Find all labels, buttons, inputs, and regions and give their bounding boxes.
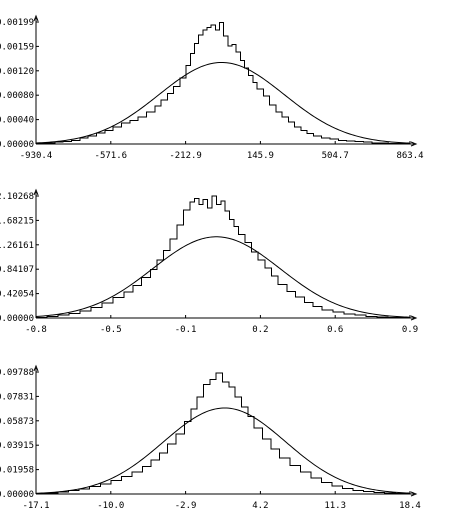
histogram-series	[35, 372, 411, 495]
chart-panel-3: 0.00000 0.01958 0.03915 0.05873 0.07831 0.097…	[0, 364, 421, 511]
y-tick-label: 0.00080	[0, 91, 34, 101]
y-tick-label: 0.84107	[0, 265, 34, 275]
x-tick-label: -930.4	[20, 151, 53, 161]
x-tick-label: -571.6	[95, 151, 128, 161]
x-tick-label: -10.0	[97, 501, 124, 511]
y-tick-label: 0.42054	[0, 290, 34, 300]
normal-curve-series	[35, 236, 411, 318]
chart-panel-1: 0.00000 0.00040 0.00080 0.00120 0.00159 0.001…	[0, 14, 424, 161]
y-tick-label: 0.00040	[0, 116, 34, 126]
y-tick-label: 0.09788	[0, 368, 34, 378]
x-tick-label: -0.1	[175, 325, 197, 335]
x-tick-label: -0.8	[25, 325, 47, 335]
x-tick-label: 0.6	[327, 325, 343, 335]
y-tick-label: 0.03915	[0, 441, 34, 451]
y-axis-arrow-icon	[33, 188, 39, 196]
x-tick-label: -212.9	[169, 151, 202, 161]
x-tick-label: 4.2	[252, 501, 268, 511]
y-tick-label: 0.05873	[0, 417, 34, 427]
y-tick-label: 0.00000	[0, 490, 34, 500]
histogram-series	[35, 195, 411, 318]
x-tick-label: 504.7	[322, 151, 349, 161]
y-tick-label: 0.00199	[0, 18, 34, 28]
x-tick-label: 863.4	[396, 151, 423, 161]
normal-curve-series	[35, 407, 411, 494]
chart-panel-2: 0.00000 0.42054 0.84107 1.26161 1.68215 2.102…	[0, 188, 418, 335]
y-tick-label: 0.00000	[0, 140, 34, 150]
y-axis-arrow-icon	[33, 14, 39, 22]
y-axis-arrow-icon	[33, 364, 39, 372]
y-tick-label: 0.01958	[0, 466, 34, 476]
x-tick-label: 18.4	[399, 501, 421, 511]
x-axis-arrow-icon	[410, 491, 418, 497]
y-tick-label: 0.00159	[0, 42, 34, 52]
y-tick-label: 0.00000	[0, 314, 34, 324]
histogram-series	[35, 22, 411, 144]
x-tick-label: 0.2	[252, 325, 268, 335]
y-tick-label: 1.68215	[0, 216, 34, 226]
x-tick-label: -17.1	[22, 501, 49, 511]
x-tick-label: 11.3	[324, 501, 346, 511]
x-axis-arrow-icon	[410, 315, 418, 321]
y-tick-label: 1.26161	[0, 241, 34, 251]
x-tick-label: 145.9	[247, 151, 274, 161]
y-tick-label: 2.10268	[0, 192, 34, 202]
y-tick-label: 0.00120	[0, 67, 34, 77]
x-axis-arrow-icon	[410, 141, 418, 147]
y-tick-label: 0.07831	[0, 392, 34, 402]
normal-curve-series	[35, 61, 411, 144]
x-tick-label: -0.5	[100, 325, 122, 335]
x-tick-label: -2.9	[175, 501, 197, 511]
x-tick-label: 0.9	[402, 325, 418, 335]
